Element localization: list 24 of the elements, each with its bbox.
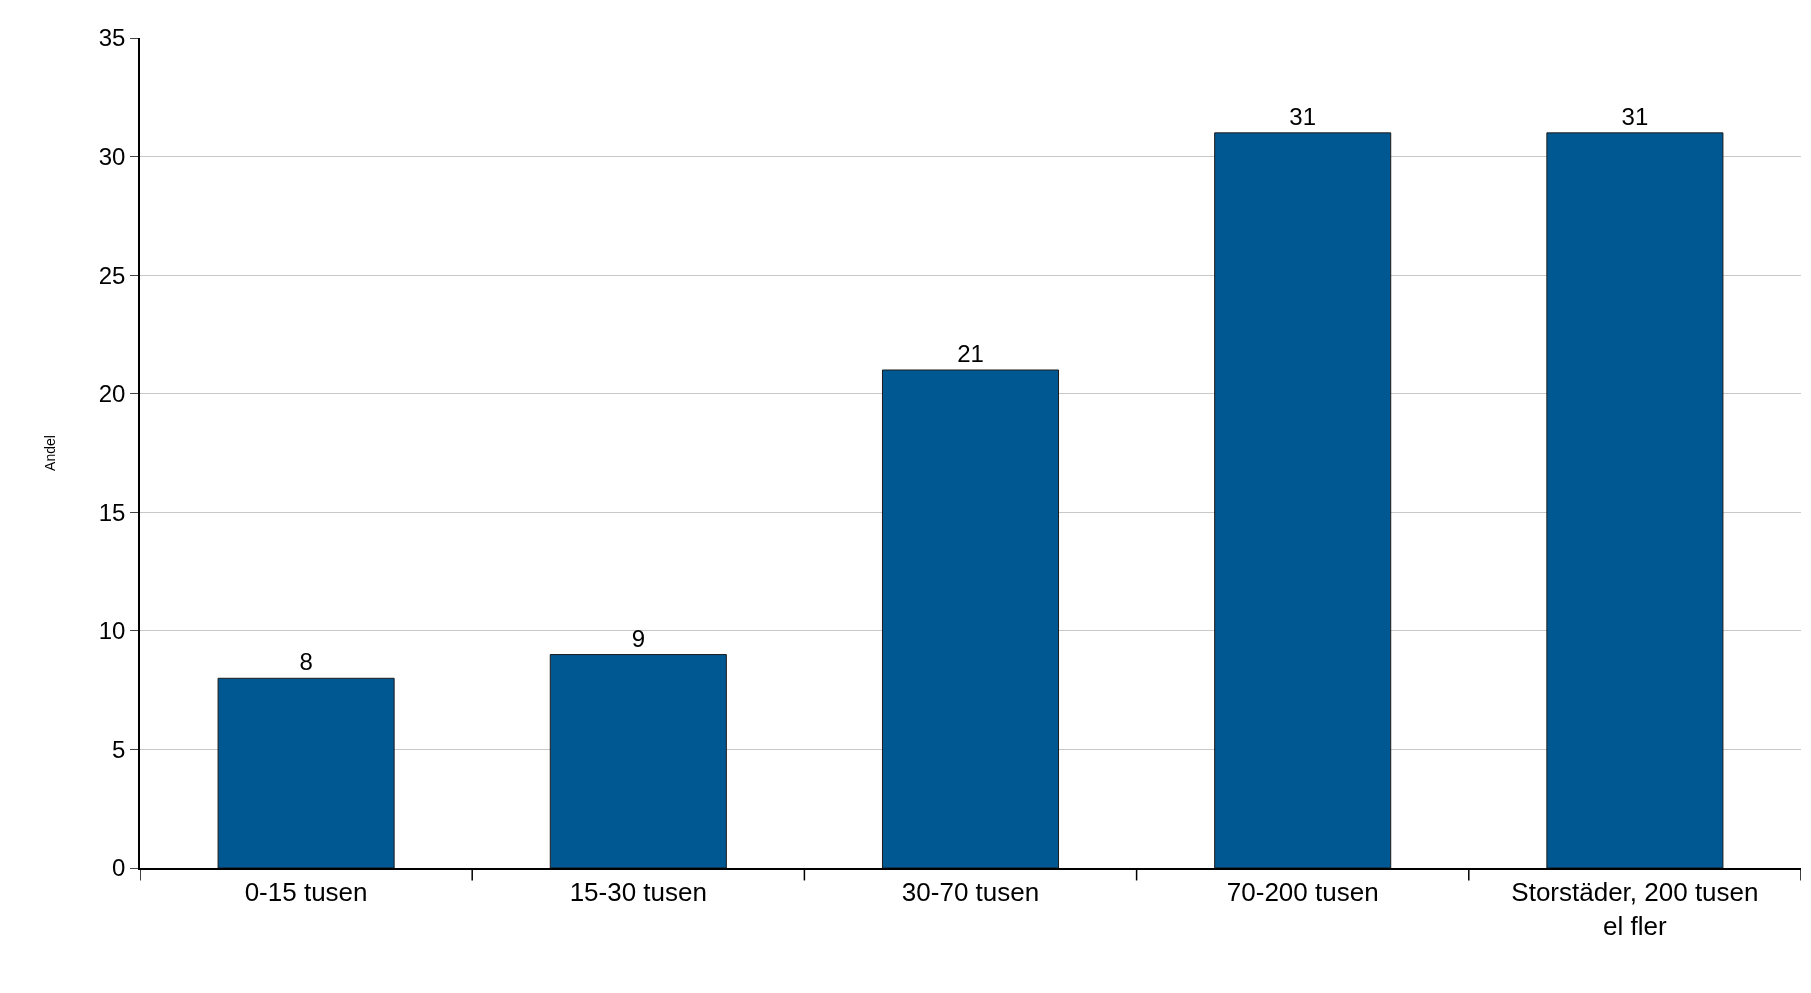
y-tick-label: 5 bbox=[112, 735, 126, 763]
data-label: 31 bbox=[1621, 102, 1649, 130]
bar bbox=[217, 677, 395, 868]
data-label: 8 bbox=[299, 648, 313, 676]
y-tick-label: 25 bbox=[98, 261, 126, 289]
x-tick-label: 30-70 tusen bbox=[901, 876, 1040, 907]
y-axis-title: Andel bbox=[41, 435, 58, 471]
x-tick-label: 0-15 tusen bbox=[244, 876, 368, 907]
y-tick-label: 35 bbox=[98, 24, 126, 52]
data-label: 31 bbox=[1289, 102, 1317, 130]
y-tick-label: 15 bbox=[98, 498, 126, 526]
data-label: 21 bbox=[957, 340, 984, 367]
bar bbox=[549, 654, 727, 868]
y-tick-label: 30 bbox=[98, 142, 126, 170]
bar bbox=[1214, 132, 1392, 868]
x-tick-label: 70-200 tusen bbox=[1226, 876, 1379, 907]
x-tick-label: 15-30 tusen bbox=[569, 876, 707, 907]
y-tick-label: 10 bbox=[98, 617, 126, 645]
data-label: 9 bbox=[631, 624, 645, 652]
y-tick-label: 0 bbox=[112, 854, 126, 882]
y-tick-label: 20 bbox=[98, 380, 126, 408]
x-tick-label: Storstäder, 200 tusen el fler bbox=[1511, 876, 1759, 941]
bar bbox=[1546, 132, 1724, 868]
bar bbox=[881, 369, 1060, 868]
